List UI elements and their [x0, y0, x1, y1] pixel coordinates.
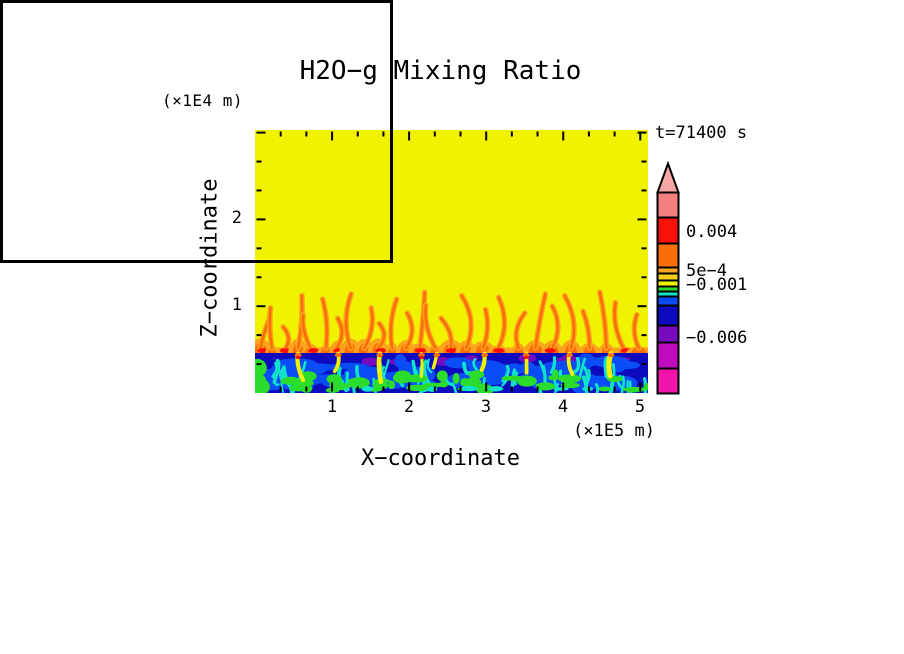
colorbar-segment — [656, 216, 680, 245]
time-annotation: t=71400 s — [655, 123, 748, 143]
colorbar-level-label: 5e−4 — [686, 261, 727, 281]
z-axis-label: Z−coordinate — [197, 178, 223, 338]
x-tick-label: 2 — [403, 397, 415, 417]
axis-ticks — [256, 131, 647, 392]
colorbar-segment — [656, 367, 680, 395]
colorbar-segment — [656, 191, 680, 219]
colorbar-segment — [656, 295, 680, 307]
z-tick-label: 2 — [231, 208, 242, 228]
colorbar-level-label: 0.004 — [686, 222, 738, 242]
z-tick-label: 1 — [231, 295, 242, 315]
x-axis-label: X−coordinate — [361, 446, 520, 471]
colorbar-segment — [656, 304, 680, 327]
colorbar-level-label: −0.001 — [686, 275, 748, 295]
colorbar-segment — [656, 324, 680, 344]
plot-frame — [0, 0, 393, 263]
chart-title: H2O−g Mixing Ratio — [299, 56, 582, 86]
colorbar-segment — [656, 272, 680, 282]
colorbar — [656, 160, 680, 395]
colorbar-segment — [656, 341, 680, 370]
colorbar-level-label: −0.006 — [686, 328, 748, 348]
x-tick-label: 1 — [326, 397, 338, 417]
x-axis-unit-label: (×1E5 m) — [573, 421, 655, 441]
x-tick-label: 4 — [557, 397, 569, 417]
x-tick-label: 5 — [634, 397, 646, 417]
x-tick-label: 3 — [480, 397, 492, 417]
z-axis-unit-label: (×1E4 m) — [162, 91, 244, 110]
colorbar-segment — [656, 242, 680, 269]
field — [255, 130, 648, 393]
colorbar-arrow-tip — [656, 160, 680, 194]
